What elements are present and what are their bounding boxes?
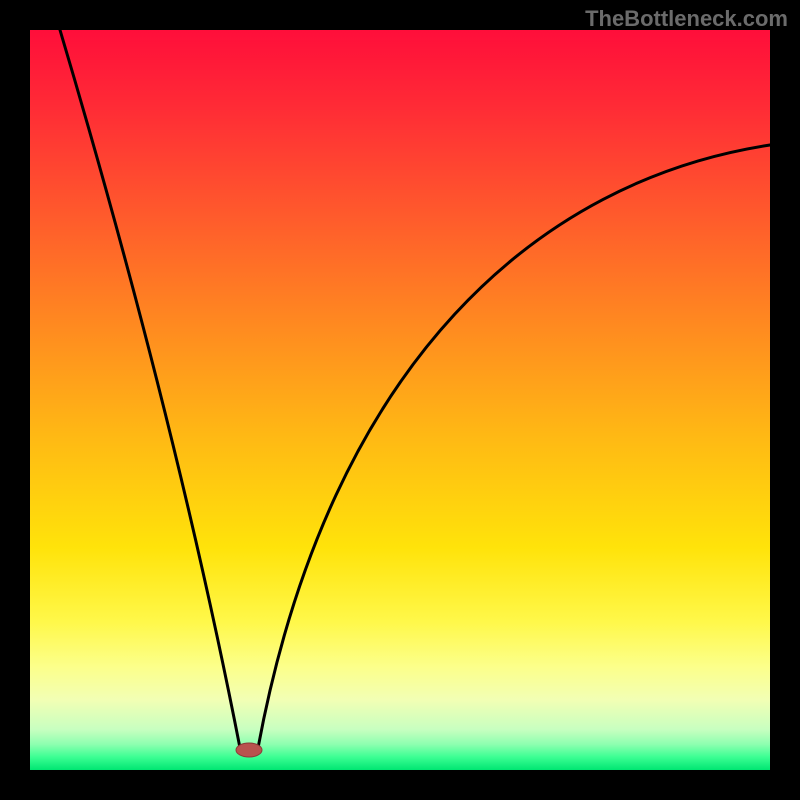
plot-background — [30, 30, 770, 770]
watermark-text: TheBottleneck.com — [585, 6, 788, 32]
optimum-marker — [236, 743, 262, 757]
bottleneck-chart — [0, 0, 800, 800]
